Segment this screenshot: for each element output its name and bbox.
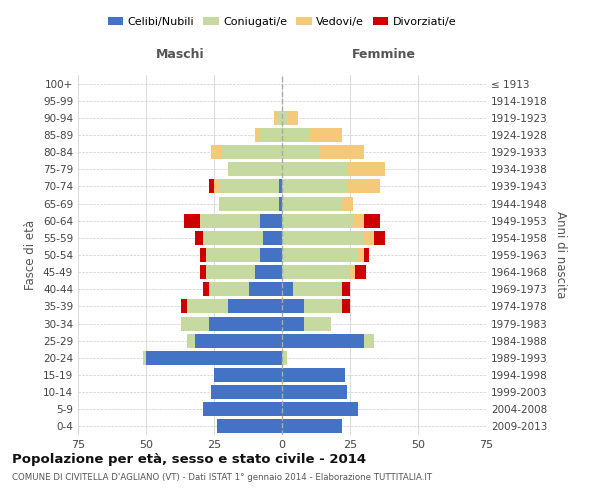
Bar: [211, 145, 222, 159]
Bar: [220, 196, 279, 210]
Bar: [227, 300, 282, 314]
Bar: [364, 214, 380, 228]
Bar: [255, 128, 260, 142]
Bar: [309, 128, 342, 142]
Bar: [355, 265, 367, 279]
Bar: [282, 282, 293, 296]
Bar: [217, 420, 282, 434]
Bar: [255, 265, 282, 279]
Bar: [282, 248, 358, 262]
Bar: [146, 351, 282, 365]
Bar: [353, 214, 364, 228]
Bar: [347, 180, 380, 194]
Bar: [260, 248, 282, 262]
Bar: [287, 111, 298, 125]
Text: Maschi: Maschi: [155, 48, 205, 62]
Bar: [282, 368, 344, 382]
Bar: [222, 145, 282, 159]
Bar: [282, 265, 350, 279]
Bar: [187, 334, 195, 347]
Bar: [282, 334, 364, 347]
Bar: [209, 316, 282, 330]
Bar: [282, 300, 304, 314]
Bar: [250, 282, 282, 296]
Legend: Celibi/Nubili, Coniugati/e, Vedovi/e, Divorziati/e: Celibi/Nubili, Coniugati/e, Vedovi/e, Di…: [103, 12, 461, 31]
Bar: [364, 248, 369, 262]
Bar: [200, 248, 206, 262]
Bar: [282, 214, 353, 228]
Bar: [282, 145, 320, 159]
Bar: [184, 214, 200, 228]
Bar: [282, 420, 342, 434]
Bar: [282, 402, 358, 416]
Bar: [211, 385, 282, 399]
Bar: [374, 231, 385, 245]
Bar: [358, 248, 364, 262]
Bar: [279, 180, 282, 194]
Bar: [350, 265, 355, 279]
Bar: [203, 282, 209, 296]
Bar: [282, 316, 304, 330]
Bar: [293, 282, 342, 296]
Bar: [342, 300, 350, 314]
Bar: [187, 300, 227, 314]
Bar: [263, 231, 282, 245]
Bar: [364, 231, 374, 245]
Bar: [195, 334, 282, 347]
Bar: [203, 402, 282, 416]
Bar: [181, 316, 209, 330]
Bar: [282, 231, 364, 245]
Bar: [195, 231, 203, 245]
Text: COMUNE DI CIVITELLA D'AGLIANO (VT) - Dati ISTAT 1° gennaio 2014 - Elaborazione T: COMUNE DI CIVITELLA D'AGLIANO (VT) - Dat…: [12, 472, 432, 482]
Y-axis label: Anni di nascita: Anni di nascita: [554, 212, 567, 298]
Bar: [282, 385, 347, 399]
Bar: [227, 162, 282, 176]
Bar: [279, 196, 282, 210]
Bar: [260, 214, 282, 228]
Bar: [282, 162, 347, 176]
Bar: [282, 128, 309, 142]
Bar: [282, 111, 287, 125]
Bar: [260, 128, 282, 142]
Bar: [203, 231, 263, 245]
Bar: [214, 368, 282, 382]
Bar: [304, 300, 342, 314]
Y-axis label: Fasce di età: Fasce di età: [25, 220, 37, 290]
Bar: [206, 265, 255, 279]
Bar: [209, 180, 214, 194]
Bar: [347, 162, 385, 176]
Bar: [209, 282, 250, 296]
Bar: [320, 145, 364, 159]
Bar: [282, 351, 287, 365]
Bar: [277, 111, 282, 125]
Bar: [342, 196, 353, 210]
Bar: [143, 351, 146, 365]
Bar: [206, 248, 260, 262]
Bar: [274, 111, 277, 125]
Bar: [214, 180, 220, 194]
Bar: [200, 265, 206, 279]
Bar: [364, 334, 374, 347]
Text: Femmine: Femmine: [352, 48, 416, 62]
Text: Popolazione per età, sesso e stato civile - 2014: Popolazione per età, sesso e stato civil…: [12, 452, 366, 466]
Bar: [304, 316, 331, 330]
Bar: [220, 180, 279, 194]
Bar: [282, 180, 347, 194]
Bar: [342, 282, 350, 296]
Bar: [181, 300, 187, 314]
Bar: [200, 214, 260, 228]
Bar: [282, 196, 342, 210]
